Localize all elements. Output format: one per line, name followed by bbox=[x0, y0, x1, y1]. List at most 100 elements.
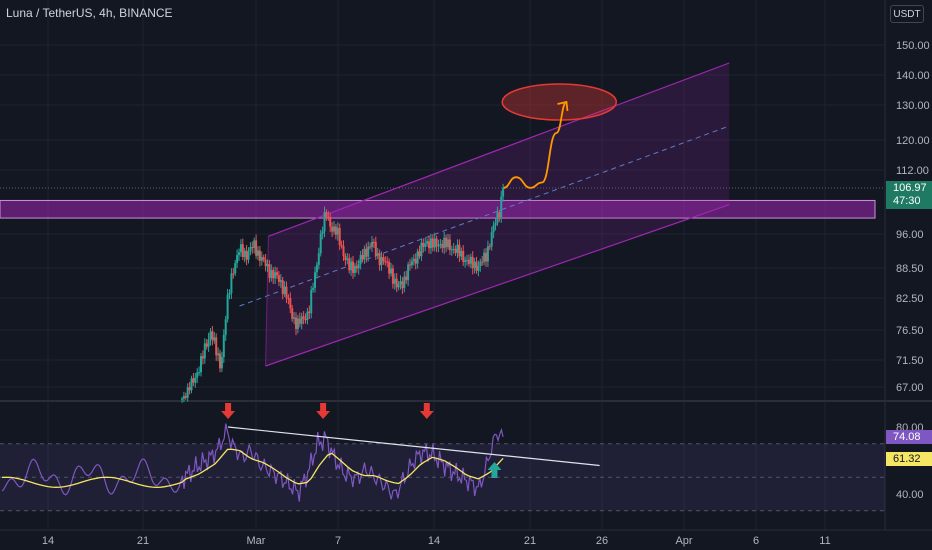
time-tick-label: 14 bbox=[42, 535, 54, 547]
candle-body bbox=[253, 240, 256, 249]
down-arrow-icon bbox=[316, 403, 331, 419]
candle-body bbox=[359, 254, 362, 265]
candle-body bbox=[181, 398, 183, 400]
candle-body bbox=[452, 248, 455, 250]
candle-body bbox=[287, 298, 290, 300]
candle-body bbox=[353, 265, 356, 273]
candle-body bbox=[401, 281, 404, 289]
candle-body bbox=[344, 255, 347, 261]
divergence-trendline bbox=[228, 426, 600, 467]
candle-body bbox=[258, 250, 261, 261]
candle-body bbox=[418, 251, 421, 257]
candle-body bbox=[255, 240, 258, 256]
candle-body bbox=[334, 226, 337, 235]
candle-body bbox=[314, 272, 317, 288]
time-tick-label: 14 bbox=[428, 535, 440, 547]
candle-body bbox=[249, 247, 252, 252]
candle-body bbox=[477, 265, 480, 271]
candle-body bbox=[312, 287, 315, 290]
candle-body bbox=[395, 278, 398, 288]
candle-body bbox=[479, 261, 482, 266]
candle-body bbox=[388, 261, 391, 274]
candle-body bbox=[304, 318, 307, 321]
down-arrow-icon bbox=[419, 403, 434, 419]
price-tick-label: 130.00 bbox=[896, 100, 930, 112]
price-tick-label: 67.00 bbox=[896, 382, 924, 394]
candle-body bbox=[219, 353, 222, 369]
candle-body bbox=[300, 316, 303, 324]
candle-body bbox=[363, 248, 366, 260]
candle-body bbox=[494, 223, 497, 226]
candle-body bbox=[355, 265, 358, 269]
candle-body bbox=[397, 284, 400, 288]
candle-body bbox=[414, 258, 417, 264]
channel-upper-line bbox=[268, 62, 730, 237]
candle-body bbox=[222, 334, 225, 358]
candle-body bbox=[361, 254, 364, 260]
candle-body bbox=[201, 356, 204, 359]
candle-body bbox=[203, 343, 206, 359]
candle-body bbox=[380, 257, 383, 266]
price-tick-label: 76.50 bbox=[896, 325, 924, 337]
candle-body bbox=[437, 245, 440, 247]
last-price-value: 106.97 bbox=[893, 182, 927, 194]
candle-body bbox=[386, 261, 389, 263]
candle-body bbox=[502, 188, 505, 197]
candle-body bbox=[485, 252, 488, 262]
candle-body bbox=[194, 377, 197, 383]
candle-body bbox=[410, 261, 413, 266]
candle-body bbox=[399, 281, 402, 285]
time-tick-label: 26 bbox=[596, 535, 608, 547]
candle-body bbox=[333, 226, 336, 232]
target-zone bbox=[501, 83, 618, 121]
rsi-pane[interactable] bbox=[0, 423, 885, 512]
candle-body bbox=[374, 242, 377, 256]
channel-lower-line bbox=[265, 204, 730, 367]
candle-body bbox=[376, 253, 379, 256]
candle-body bbox=[276, 272, 279, 276]
candle-body bbox=[293, 317, 296, 319]
candle-body bbox=[405, 276, 408, 281]
candle-body bbox=[424, 243, 427, 247]
candle-body bbox=[192, 378, 195, 383]
candle-body bbox=[213, 337, 216, 341]
candle-body bbox=[308, 311, 311, 314]
candle-body bbox=[443, 237, 446, 249]
candle-body bbox=[257, 250, 260, 256]
rsi-ma-value-tag: 61.32 bbox=[886, 452, 932, 466]
candle-body bbox=[475, 261, 478, 271]
candle-body bbox=[329, 217, 332, 227]
candle-body bbox=[433, 238, 436, 248]
candle-body bbox=[464, 260, 467, 263]
candle-body bbox=[298, 318, 301, 324]
candle-body bbox=[247, 251, 250, 260]
candle-body bbox=[226, 294, 229, 320]
price-tick-label: 82.50 bbox=[896, 293, 924, 305]
time-axis[interactable]: 14 21 Mar 7 14 21 26 Apr 6 11 bbox=[42, 535, 831, 547]
candle-body bbox=[228, 293, 231, 295]
candle-body bbox=[200, 356, 203, 373]
symbol-title[interactable]: Luna / TetherUS, 4h, BINANCE bbox=[6, 6, 173, 20]
candle-body bbox=[371, 241, 374, 247]
price-axis[interactable]: 150.00 140.00 130.00 120.00 112.00 96.00 88.50… bbox=[896, 40, 930, 501]
candle-body bbox=[390, 268, 393, 274]
rsi-tick-label: 40.00 bbox=[896, 489, 924, 501]
candle-body bbox=[490, 232, 493, 247]
candle-body bbox=[182, 395, 185, 399]
candle-body bbox=[306, 311, 309, 321]
candle-body bbox=[422, 242, 425, 247]
candle-body bbox=[393, 278, 396, 284]
candle-body bbox=[428, 241, 431, 249]
candle-body bbox=[234, 263, 237, 274]
candles-layer[interactable] bbox=[181, 183, 505, 403]
candle-body bbox=[372, 241, 375, 243]
candle-body bbox=[291, 308, 294, 319]
candle-body bbox=[350, 261, 353, 271]
candle-body bbox=[467, 259, 470, 264]
currency-button[interactable]: USDT bbox=[890, 5, 924, 23]
candle-body bbox=[270, 270, 273, 279]
annotation-marks[interactable] bbox=[221, 403, 502, 478]
candle-body bbox=[447, 239, 450, 248]
price-tick-label: 88.50 bbox=[896, 263, 924, 275]
